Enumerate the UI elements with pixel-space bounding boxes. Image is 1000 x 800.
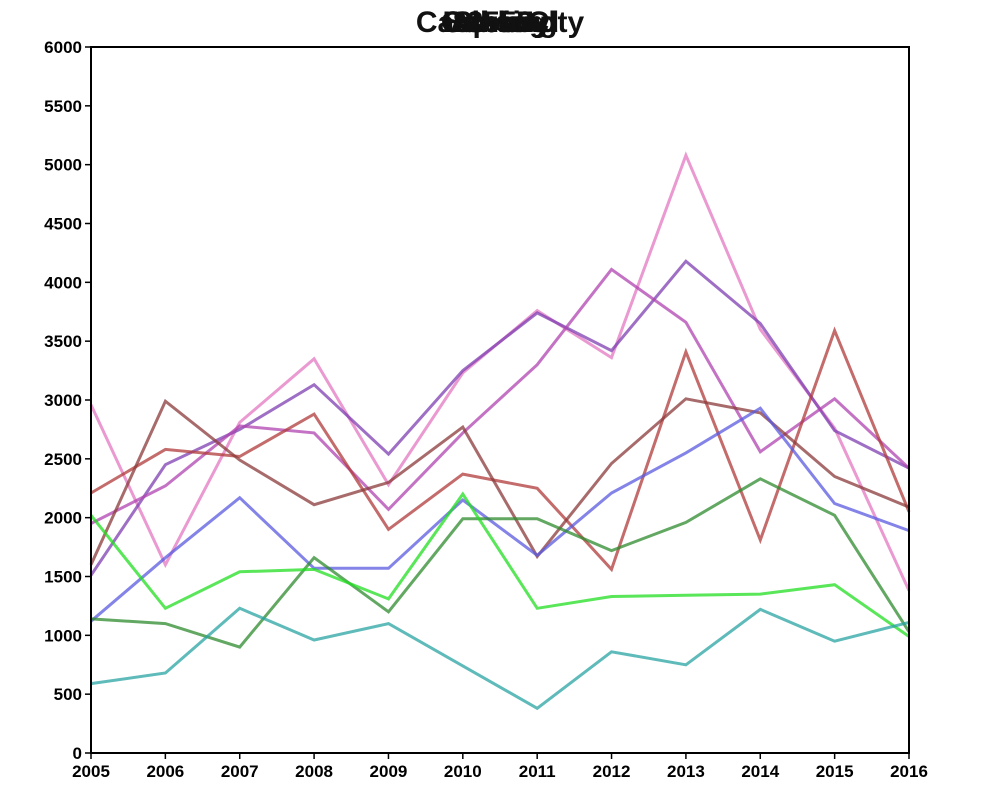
x-tick-label: 2010 xyxy=(444,762,482,781)
chart-title-text: 2557 xyxy=(467,6,534,39)
x-tick-label: 2007 xyxy=(221,762,259,781)
series-line-9 xyxy=(90,606,910,711)
y-tick-label: 5500 xyxy=(44,97,82,116)
y-tick-label: 3500 xyxy=(44,332,82,351)
y-tick-label: 1000 xyxy=(44,626,82,645)
y-tick-label: 5000 xyxy=(44,156,82,175)
y-tick-label: 2500 xyxy=(44,450,82,469)
x-tick-label: 2006 xyxy=(146,762,184,781)
y-tick-label: 4500 xyxy=(44,215,82,234)
x-axis-ticks: 2005 2006 2007 2008 2009 2010 2011 2012 2013 2014… xyxy=(72,753,928,781)
series-lines xyxy=(89,151,911,711)
y-tick-label: 4000 xyxy=(44,273,82,292)
x-tick-label: 2013 xyxy=(667,762,705,781)
series-line-7 xyxy=(90,477,911,649)
x-tick-label: 2014 xyxy=(741,762,779,781)
chart-title-text: Lansing xyxy=(442,6,557,39)
y-axis-ticks: 0 500 1000 1500 2000 2500 3000 3500 4000 4500 5000… xyxy=(44,38,91,763)
x-tick-label: 2011 xyxy=(519,762,556,781)
chart-title-text: Spring xyxy=(453,6,548,39)
x-tick-label: 2005 xyxy=(72,762,110,781)
series-line-4 xyxy=(90,326,911,573)
chart-title-text: Sanford xyxy=(443,6,556,39)
x-tick-label: 2008 xyxy=(295,762,333,781)
chart-title-text: Oakland xyxy=(441,6,559,39)
x-tick-label: 2015 xyxy=(816,762,854,781)
y-tick-label: 500 xyxy=(54,685,82,704)
y-tick-label: 0 xyxy=(73,744,82,763)
y-tick-label: 6000 xyxy=(44,38,82,57)
x-tick-label: 2016 xyxy=(890,762,928,781)
chart-title-text: Carson City xyxy=(416,6,585,39)
series-line-3 xyxy=(90,267,911,525)
y-tick-label: 3000 xyxy=(44,391,82,410)
x-tick-label: 2012 xyxy=(593,762,631,781)
y-tick-label: 2000 xyxy=(44,509,82,528)
chart-title-text: 1559 xyxy=(467,6,534,39)
y-tick-label: 1500 xyxy=(44,568,82,587)
series-line-8 xyxy=(89,491,910,638)
series-line-6 xyxy=(90,406,910,623)
chart-title-text: Albany xyxy=(450,6,550,39)
x-tick-label: 2009 xyxy=(370,762,408,781)
series-line-1 xyxy=(89,151,911,592)
